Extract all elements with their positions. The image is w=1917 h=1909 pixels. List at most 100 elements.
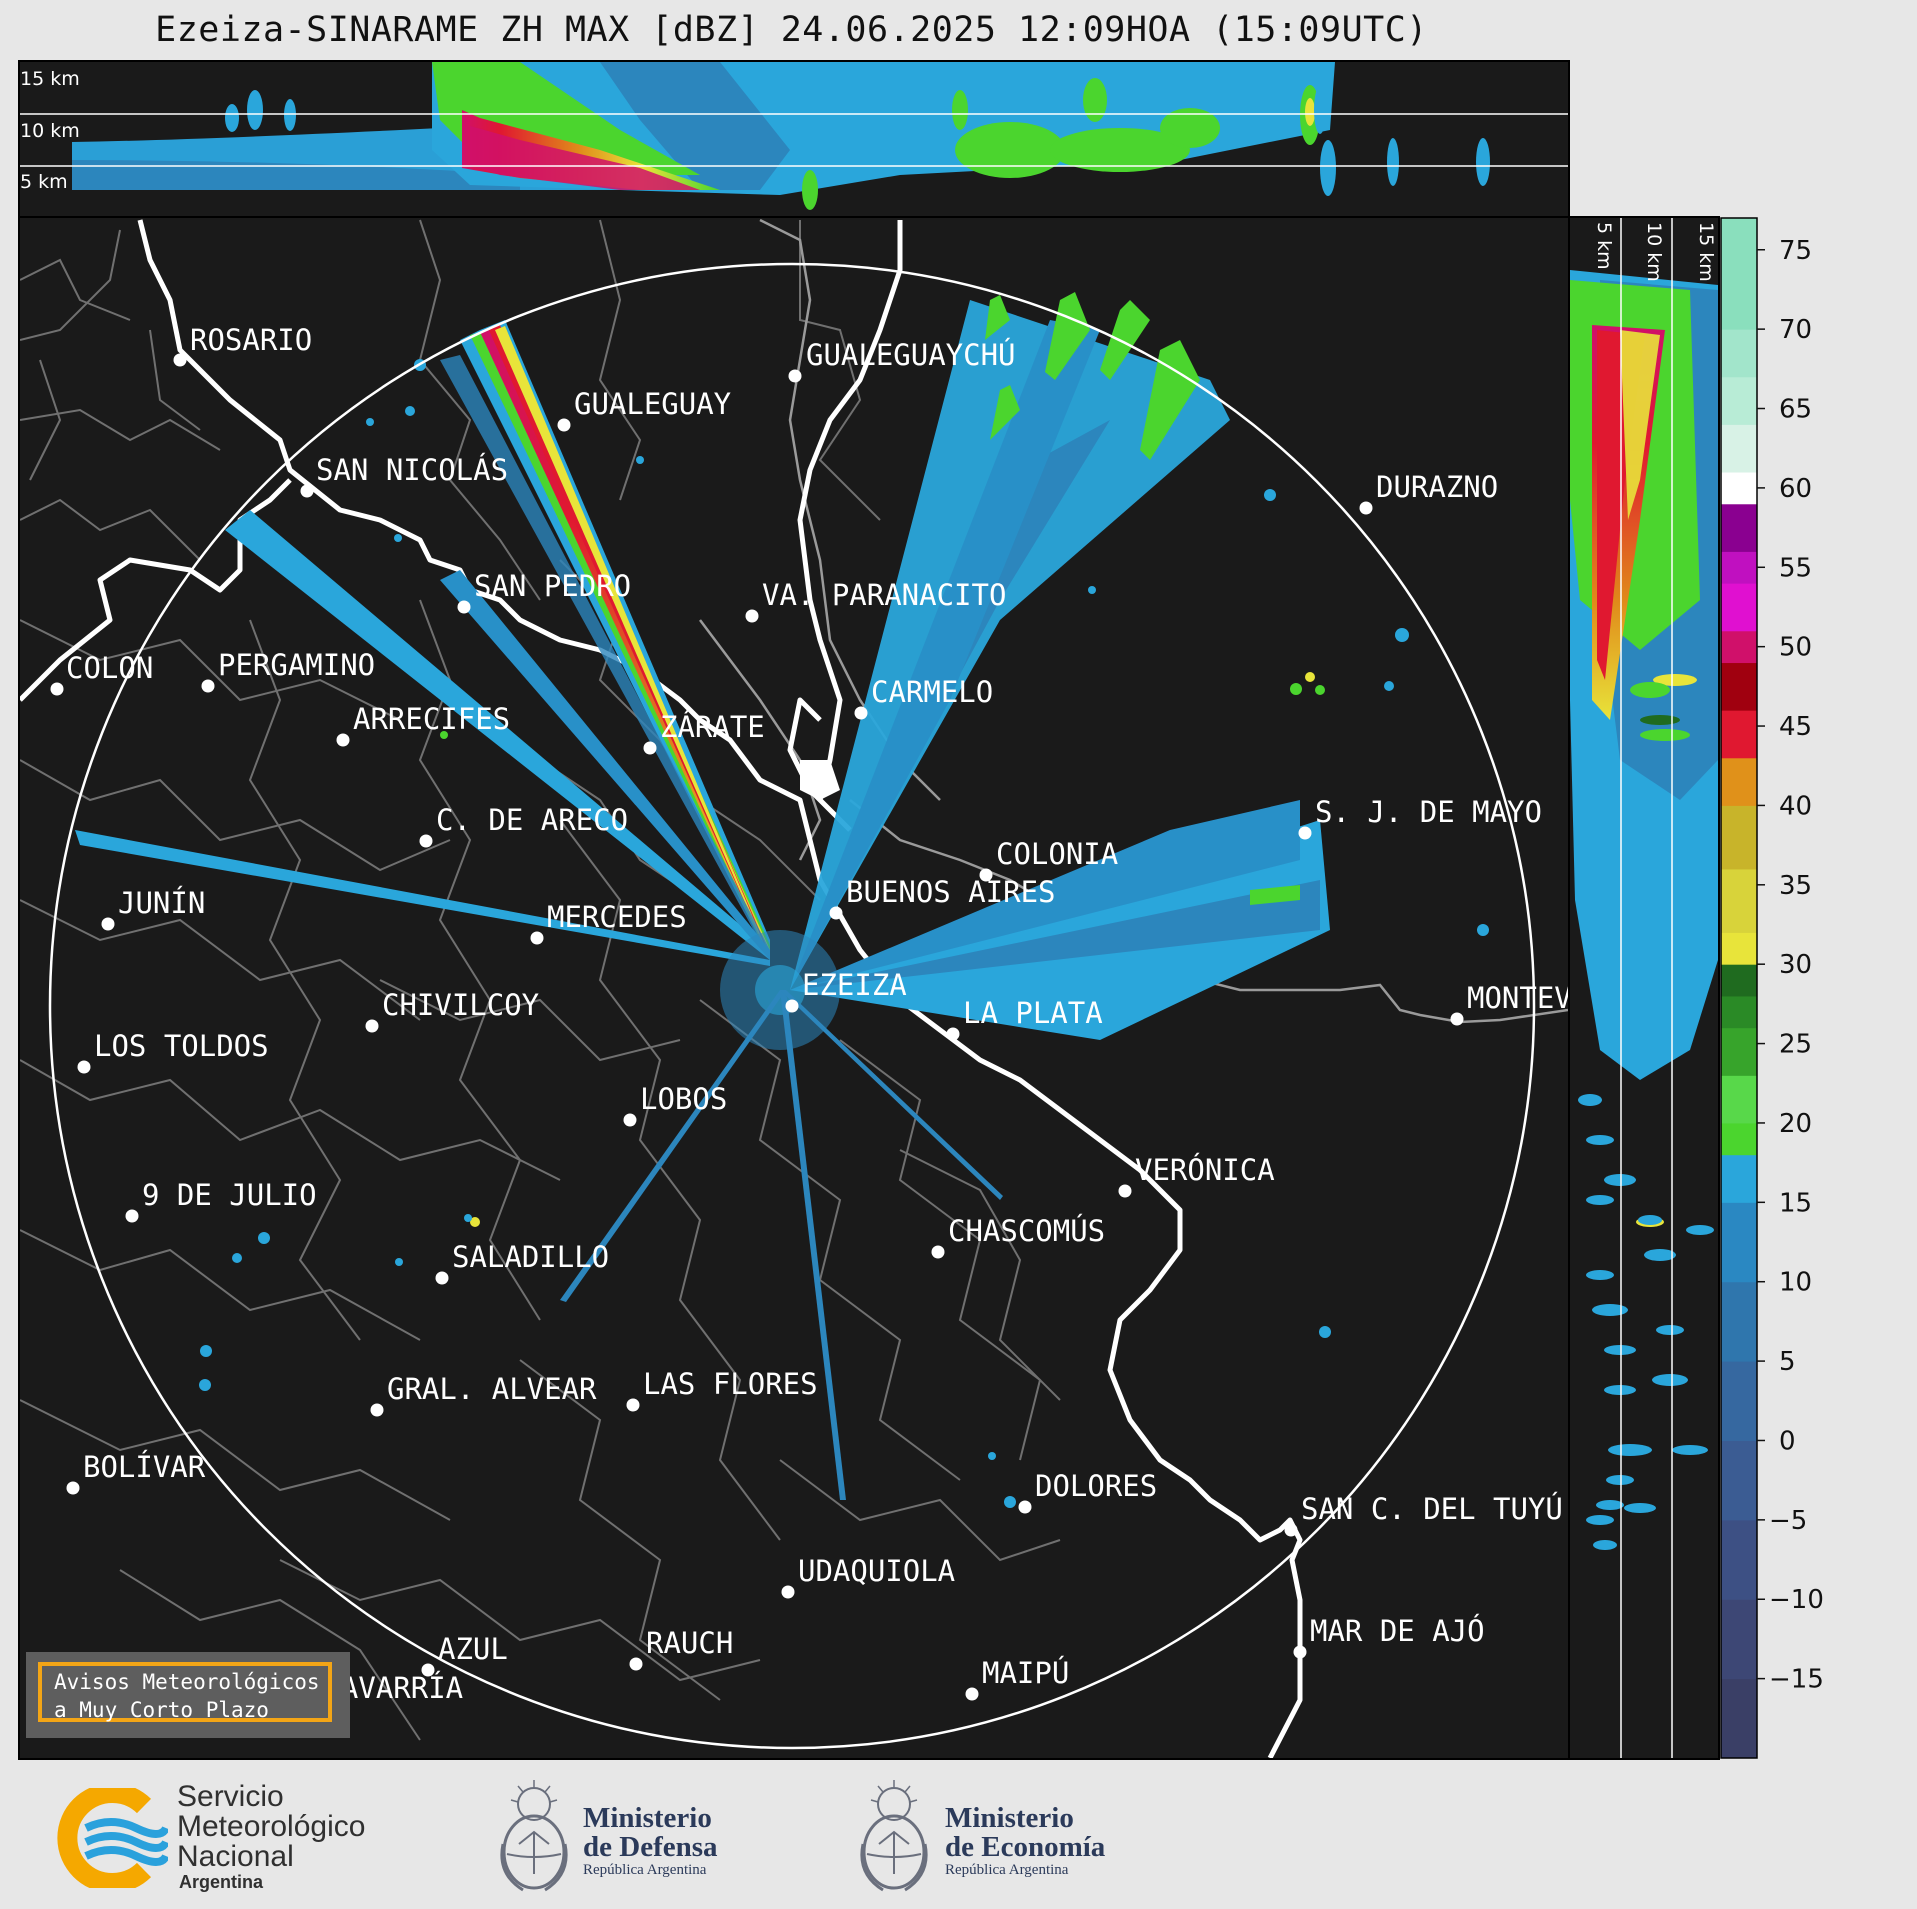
city-marker-gral-alvear — [370, 1403, 384, 1417]
city-marker-montevideo — [1450, 1012, 1464, 1026]
colorbar-band — [1721, 424, 1757, 473]
colorbar-tick-label: 30 — [1779, 950, 1812, 980]
city-marker-buenos-aires — [829, 906, 843, 920]
colorbar-tick-label: −15 — [1769, 1665, 1824, 1695]
city-marker-la-plata — [946, 1027, 960, 1041]
colorbar-tick-label: −5 — [1769, 1506, 1807, 1536]
colorbar-tick-label: 50 — [1779, 633, 1812, 663]
city-marker-rosario — [173, 353, 187, 367]
city-label-dolores: DOLORES — [1035, 1469, 1157, 1503]
colorbar-tick-label: 70 — [1779, 315, 1812, 345]
city-label-zarate: ZÁRATE — [660, 710, 765, 744]
city-label-rauch: RAUCH — [646, 1626, 733, 1660]
city-label-ezeiza: EZEIZA — [802, 968, 907, 1002]
city-marker-gualeguaychu — [788, 369, 802, 383]
city-marker-maipu — [965, 1687, 979, 1701]
colorbar-band — [1721, 1122, 1757, 1156]
colorbar-band — [1721, 630, 1757, 664]
colorbar-tick-label: 25 — [1779, 1030, 1812, 1060]
city-label-las-flores: LAS FLORES — [643, 1367, 818, 1401]
side-height-label-15: 15 km — [1695, 222, 1717, 282]
city-label-gualeguaychu: GUALEGUAYCHÚ — [806, 338, 1016, 372]
colorbar-band — [1721, 329, 1757, 378]
smn-logo-icon — [57, 1788, 168, 1888]
colorbar-band — [1721, 1519, 1757, 1600]
city-label-gral-alvear: GRAL. ALVEAR — [387, 1372, 597, 1406]
city-label-chascomus: CHASCOMÚS — [948, 1214, 1105, 1248]
economia-logo-text: Ministerio de Economía República Argenti… — [945, 1804, 1105, 1879]
city-label-san-c-del-tuyu: SAN C. DEL TUYÚ — [1301, 1492, 1563, 1526]
colorbar-tick-label: 60 — [1779, 474, 1812, 504]
city-marker-carmelo — [854, 706, 868, 720]
colorbar-band — [1721, 1599, 1757, 1680]
city-label-junin: JUNÍN — [118, 886, 205, 920]
colorbar-tick-label: −10 — [1769, 1585, 1824, 1615]
city-label-c-de-areco: C. DE ARECO — [436, 803, 628, 837]
colorbar-band — [1721, 1202, 1757, 1283]
smn-line3: Nacional — [177, 1840, 294, 1873]
city-marker-azul — [421, 1663, 435, 1677]
city-marker-rauch — [629, 1657, 643, 1671]
colorbar-band — [1721, 1361, 1757, 1441]
avisos-line2: a Muy Corto Plazo — [54, 1698, 269, 1722]
colorbar-tick-label: 10 — [1779, 1268, 1812, 1298]
colorbar-tick-label: 20 — [1779, 1109, 1812, 1139]
city-label-carmelo: CARMELO — [871, 675, 993, 709]
city-label-rosario: ROSARIO — [190, 323, 312, 357]
city-label-arrecifes: ARRECIFES — [353, 702, 510, 736]
city-label-durazno: DURAZNO — [1376, 470, 1498, 504]
city-marker-c-de-areco — [419, 834, 433, 848]
avisos-badge-box: Avisos Meteorológicos a Muy Corto Plazo — [38, 1662, 332, 1722]
defensa-logo-text: Ministerio de Defensa República Argentin… — [583, 1804, 718, 1879]
defensa-line1: Ministerio — [583, 1802, 712, 1834]
smn-logo-text: Servicio Meteorológico Nacional Argentin… — [177, 1782, 365, 1893]
city-marker-sj-de-mayo — [1298, 826, 1312, 840]
city-marker-dolores — [1018, 1500, 1032, 1514]
city-label-chivilcoy: CHIVILCOY — [382, 988, 539, 1022]
smn-line2: Meteorológico — [177, 1810, 366, 1843]
smn-sub: Argentina — [179, 1872, 264, 1892]
economia-sub: República Argentina — [945, 1862, 1069, 1878]
colorbar-band — [1721, 805, 1757, 870]
city-label-mercedes: MERCEDES — [547, 900, 687, 934]
city-marker-los-toldos — [77, 1060, 91, 1074]
city-marker-gualeguay — [557, 418, 571, 432]
colorbar-tick-label: 5 — [1779, 1347, 1796, 1377]
city-marker-udaquiola — [781, 1585, 795, 1599]
defensa-line2: de Defensa — [583, 1831, 718, 1863]
colorbar-band — [1721, 757, 1757, 806]
avisos-badge: Avisos Meteorológicos a Muy Corto Plazo — [26, 1652, 350, 1738]
city-marker-colon — [50, 682, 64, 696]
colorbar-tick-label: 40 — [1779, 791, 1812, 821]
footer-logos: Servicio Meteorológico Nacional Argentin… — [0, 1760, 1917, 1909]
city-label-pergamino: PERGAMINO — [218, 648, 375, 682]
colorbar-band — [1721, 1440, 1757, 1521]
city-marker-va-paranacito — [745, 609, 759, 623]
colorbar-band — [1721, 710, 1757, 759]
colorbar-band — [1721, 1678, 1757, 1759]
city-label-lobos: LOBOS — [640, 1082, 727, 1116]
smn-line1: Servicio — [177, 1780, 284, 1813]
city-marker-pergamino — [201, 679, 215, 693]
city-label-los-toldos: LOS TOLDOS — [94, 1029, 269, 1063]
colorbar-frame — [1720, 217, 1758, 1759]
top-height-label-15: 15 km — [20, 68, 80, 90]
colorbar-band — [1721, 662, 1757, 711]
city-label-colonia: COLONIA — [996, 837, 1118, 871]
city-label-la-plata: LA PLATA — [963, 996, 1103, 1030]
city-label-9-de-julio: 9 DE JULIO — [142, 1178, 317, 1212]
city-label-gualeguay: GUALEGUAY — [574, 387, 731, 421]
city-marker-9-de-julio — [125, 1209, 139, 1223]
economia-line2: de Economía — [945, 1831, 1106, 1863]
city-marker-las-flores — [626, 1398, 640, 1412]
defensa-seal-icon — [500, 1780, 568, 1892]
city-marker-zarate — [643, 741, 657, 755]
range-ring — [48, 262, 1536, 1750]
city-marker-durazno — [1359, 501, 1373, 515]
colorbar-tick-label: 55 — [1779, 553, 1812, 583]
top-elevation-panel: 15 km 10 km 5 km — [18, 60, 1570, 218]
colorbar-band — [1721, 376, 1757, 425]
city-marker-lobos — [623, 1113, 637, 1127]
